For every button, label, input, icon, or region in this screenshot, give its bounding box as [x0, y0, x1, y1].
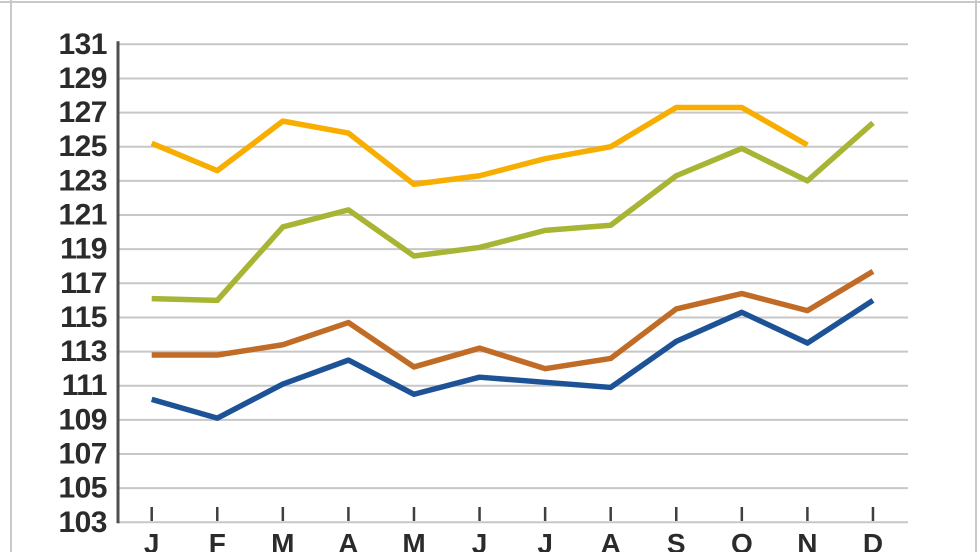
x-tick-label: J — [537, 528, 553, 552]
x-tick-label: A — [338, 528, 358, 552]
y-tick-label: 129 — [58, 62, 107, 95]
y-tick-label: 105 — [58, 472, 107, 505]
y-tick-label: 121 — [58, 199, 107, 232]
y-tick-label: 127 — [58, 96, 107, 129]
series-line-green — [151, 120, 875, 304]
x-tick-label: N — [797, 528, 817, 552]
y-tick-label: 123 — [58, 164, 107, 197]
series-line-blue — [150, 298, 875, 421]
page-border-right — [975, 0, 977, 552]
x-tick-label: S — [667, 528, 686, 552]
y-tick-label: 113 — [60, 335, 107, 368]
x-tick-label: F — [209, 528, 226, 552]
y-tick-label: 107 — [58, 438, 107, 471]
y-tick-label: 125 — [58, 130, 107, 163]
x-tick-label: A — [601, 528, 621, 552]
y-tick-label: 131 — [58, 28, 107, 61]
series-line-brown — [151, 268, 875, 372]
y-tick-label: 117 — [60, 267, 107, 300]
page-border-top — [0, 1, 980, 3]
series-line-yellow — [150, 104, 809, 188]
y-tick-label: 115 — [60, 301, 107, 334]
y-tick-label: 111 — [62, 369, 107, 402]
x-tick-label: M — [271, 528, 294, 552]
page-border-left — [10, 0, 12, 552]
x-tick-label: J — [144, 528, 160, 552]
x-tick-label: O — [731, 528, 753, 552]
x-tick-label: D — [863, 528, 883, 552]
y-tick-label: 103 — [58, 506, 107, 539]
y-tick-label: 109 — [58, 403, 107, 436]
x-tick-label: M — [402, 528, 425, 552]
x-tick-label: J — [472, 528, 488, 552]
y-tick-label: 119 — [60, 233, 107, 266]
